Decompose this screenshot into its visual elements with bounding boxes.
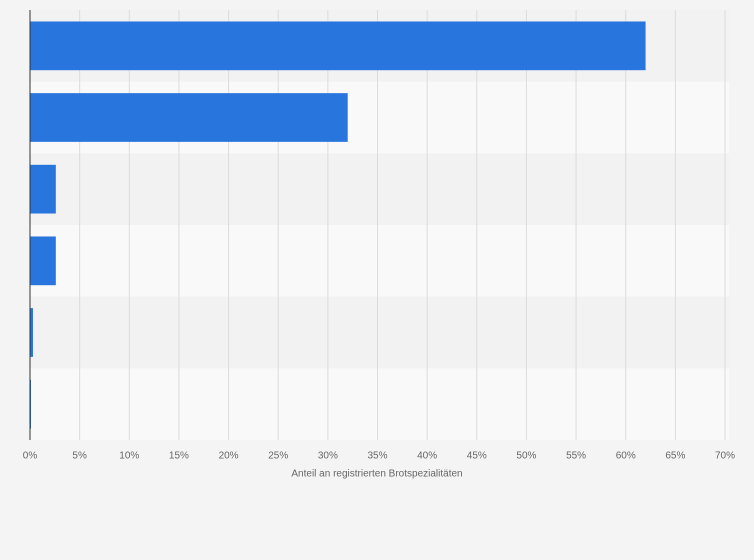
- bar: [30, 236, 56, 286]
- row-band: [30, 368, 729, 440]
- x-tick-label: 0%: [23, 451, 38, 462]
- x-tick-label: 65%: [665, 451, 685, 462]
- x-tick-label: 30%: [318, 451, 338, 462]
- x-tick-label: 10%: [119, 451, 139, 462]
- x-tick-label: 40%: [417, 451, 437, 462]
- row-band: [30, 225, 729, 297]
- x-tick-label: 45%: [467, 451, 487, 462]
- x-tick-label: 60%: [616, 451, 636, 462]
- x-tick-label: 70%: [715, 451, 735, 462]
- x-tick-label: 20%: [219, 451, 239, 462]
- bar: [30, 21, 646, 71]
- x-tick-label: 55%: [566, 451, 586, 462]
- bar: [30, 308, 33, 357]
- x-tick-label: 25%: [268, 451, 288, 462]
- x-tick-label: 35%: [367, 451, 387, 462]
- x-tick-label: 15%: [169, 451, 189, 462]
- x-tick-label: 50%: [516, 451, 536, 462]
- row-band: [30, 153, 729, 225]
- x-tick-label: 5%: [72, 451, 87, 462]
- x-axis-label: Anteil an registrierten Brotspezialitäte…: [291, 469, 462, 480]
- row-band: [30, 296, 729, 369]
- bar: [30, 164, 56, 214]
- bar: [30, 93, 348, 142]
